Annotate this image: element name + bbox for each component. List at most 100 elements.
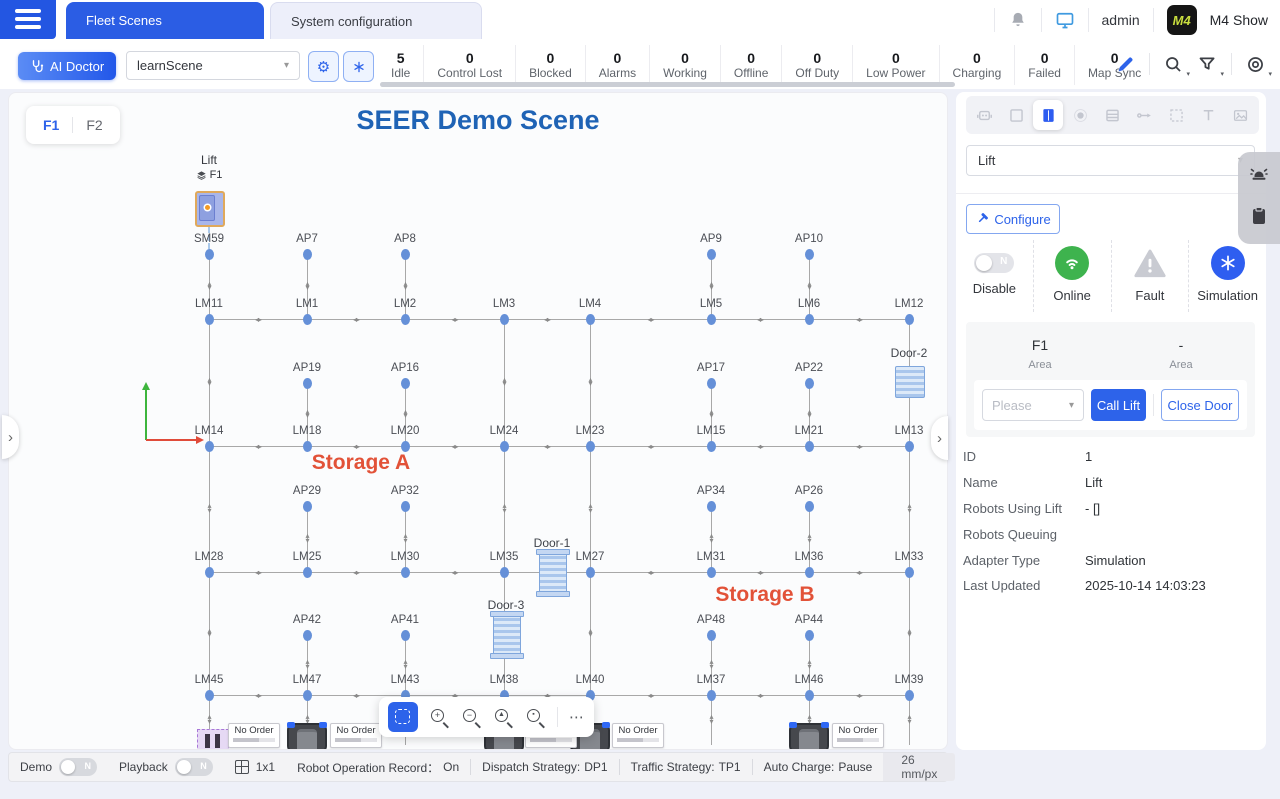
map-node-ap26[interactable] bbox=[804, 500, 814, 512]
map-node-lm31[interactable] bbox=[706, 566, 716, 578]
map-node-lm47[interactable] bbox=[302, 689, 312, 701]
right-panel-collapse-handle[interactable]: › bbox=[931, 416, 948, 460]
map-node-lm2[interactable] bbox=[400, 313, 410, 325]
floor-tab-f1[interactable]: F1 bbox=[43, 117, 60, 133]
stats-scrollbar[interactable] bbox=[380, 82, 955, 87]
map-node-lm11[interactable] bbox=[204, 313, 214, 325]
filter-icon[interactable]: ▾ bbox=[1197, 54, 1224, 78]
tool-lift-icon[interactable] bbox=[1033, 100, 1064, 130]
map-node-ap44[interactable] bbox=[804, 629, 814, 641]
clipboard-icon[interactable] bbox=[1247, 204, 1271, 228]
map-door-door-2[interactable] bbox=[895, 366, 925, 398]
map-node-ap10[interactable] bbox=[804, 248, 814, 260]
ai-doctor-button[interactable]: AI Doctor bbox=[18, 52, 117, 80]
map-node-lm45[interactable] bbox=[204, 689, 214, 701]
lift-target-select[interactable]: Please ▾ bbox=[982, 389, 1084, 421]
call-lift-button[interactable]: Call Lift bbox=[1091, 389, 1146, 421]
zoom-out-icon[interactable]: − bbox=[461, 707, 482, 728]
search-icon[interactable]: ▾ bbox=[1163, 54, 1190, 78]
map-door-door-1[interactable] bbox=[536, 549, 570, 597]
map-node-lm37[interactable] bbox=[706, 689, 716, 701]
map-node-lm13[interactable] bbox=[904, 440, 914, 452]
map-node-ap7[interactable] bbox=[302, 248, 312, 260]
map-node-lm21[interactable] bbox=[804, 440, 814, 452]
map-door-door-3[interactable] bbox=[490, 611, 524, 659]
lift-map-icon[interactable] bbox=[195, 191, 225, 227]
map-node-ap29[interactable] bbox=[302, 500, 312, 512]
map-node-lm36[interactable] bbox=[804, 566, 814, 578]
tool-rect-icon[interactable] bbox=[1001, 100, 1031, 130]
close-door-button[interactable]: Close Door bbox=[1161, 389, 1239, 421]
map-node-lm4[interactable] bbox=[585, 313, 595, 325]
configure-button[interactable]: Configure bbox=[966, 204, 1060, 234]
left-panel-expand-handle[interactable]: › bbox=[2, 415, 19, 459]
tab-system-configuration[interactable]: System configuration bbox=[270, 2, 482, 39]
map-node-sm59[interactable] bbox=[204, 248, 214, 260]
map-node-lm1[interactable] bbox=[302, 313, 312, 325]
zoom-fit-icon[interactable]: ▲ bbox=[493, 707, 514, 728]
map-node-lm3[interactable] bbox=[499, 313, 509, 325]
robot[interactable] bbox=[287, 722, 327, 749]
notification-bell-icon[interactable] bbox=[1008, 10, 1028, 30]
map-node-lm35[interactable] bbox=[499, 566, 509, 578]
map-node-ap19[interactable] bbox=[302, 377, 312, 389]
map-node-lm27[interactable] bbox=[585, 566, 595, 578]
map-node-lm18[interactable] bbox=[302, 440, 312, 452]
map-node-ap17[interactable] bbox=[706, 377, 716, 389]
tab-fleet-scenes[interactable]: Fleet Scenes bbox=[66, 2, 264, 39]
map-node-ap48[interactable] bbox=[706, 629, 716, 641]
element-select[interactable]: Lift ▾ bbox=[966, 145, 1255, 176]
select-area-button[interactable] bbox=[388, 702, 418, 732]
map-node-ap41[interactable] bbox=[400, 629, 410, 641]
zoom-rect-icon[interactable]: ▪ bbox=[525, 707, 546, 728]
map-node-lm40[interactable] bbox=[585, 689, 595, 701]
zoom-in-icon[interactable]: + bbox=[429, 707, 450, 728]
map-node-lm46[interactable] bbox=[804, 689, 814, 701]
tool-point-icon[interactable] bbox=[1065, 100, 1095, 130]
menu-button[interactable] bbox=[0, 0, 56, 39]
map-node-lm23[interactable] bbox=[585, 440, 595, 452]
map-node-ap32[interactable] bbox=[400, 500, 410, 512]
tool-text-icon[interactable] bbox=[1194, 100, 1224, 130]
robot[interactable] bbox=[789, 722, 829, 749]
tool-robot-icon[interactable] bbox=[969, 100, 999, 130]
map-node-lm43[interactable] bbox=[400, 689, 410, 701]
edit-pen-icon[interactable] bbox=[1115, 54, 1136, 75]
tool-link-icon[interactable] bbox=[1130, 100, 1160, 130]
map-node-lm20[interactable] bbox=[400, 440, 410, 452]
map-node-lm5[interactable] bbox=[706, 313, 716, 325]
disable-toggle[interactable]: N bbox=[974, 253, 1015, 273]
map-node-lm12[interactable] bbox=[904, 313, 914, 325]
more-tools-button[interactable]: ⋯ bbox=[569, 709, 585, 726]
tool-image-icon[interactable] bbox=[1226, 100, 1256, 130]
map-node-ap9[interactable] bbox=[706, 248, 716, 260]
map-node-lm28[interactable] bbox=[204, 566, 214, 578]
alarm-icon[interactable] bbox=[1247, 162, 1271, 186]
map-node-lm30[interactable] bbox=[400, 566, 410, 578]
map-node-lm15[interactable] bbox=[706, 440, 716, 452]
map-node-lm38[interactable] bbox=[499, 689, 509, 701]
map-node-lm39[interactable] bbox=[904, 689, 914, 701]
map-node-lm33[interactable] bbox=[904, 566, 914, 578]
map-node-lm14[interactable] bbox=[204, 440, 214, 452]
map-node-ap8[interactable] bbox=[400, 248, 410, 260]
map-node-lm24[interactable] bbox=[499, 440, 509, 452]
demo-toggle[interactable]: N bbox=[59, 758, 98, 776]
floor-tab-f2[interactable]: F2 bbox=[86, 117, 103, 133]
map-node-ap42[interactable] bbox=[302, 629, 312, 641]
view-eye-icon[interactable]: ▾ bbox=[1245, 54, 1272, 78]
map-node-ap22[interactable] bbox=[804, 377, 814, 389]
scene-select[interactable]: learnScene ▾ bbox=[126, 51, 300, 80]
map-node-lm25[interactable] bbox=[302, 566, 312, 578]
scene-map-canvas[interactable]: SEER Demo Scene F1 F2 Lift F1 ◂▸ ◂▸ ◂▸ ◂▸ ◂▸… bbox=[8, 92, 948, 750]
monitor-icon[interactable] bbox=[1055, 10, 1075, 30]
scene-settings-button[interactable]: ⚙ bbox=[308, 51, 339, 82]
map-node-lm6[interactable] bbox=[804, 313, 814, 325]
charger-dock[interactable] bbox=[197, 729, 229, 749]
tool-storage-icon[interactable] bbox=[1097, 100, 1127, 130]
grid-layout-group[interactable]: 1x1 bbox=[224, 760, 286, 774]
map-node-ap16[interactable] bbox=[400, 377, 410, 389]
tool-area-icon[interactable] bbox=[1162, 100, 1192, 130]
user-name[interactable]: admin bbox=[1101, 12, 1140, 28]
simulation-mode-button[interactable] bbox=[343, 51, 374, 82]
